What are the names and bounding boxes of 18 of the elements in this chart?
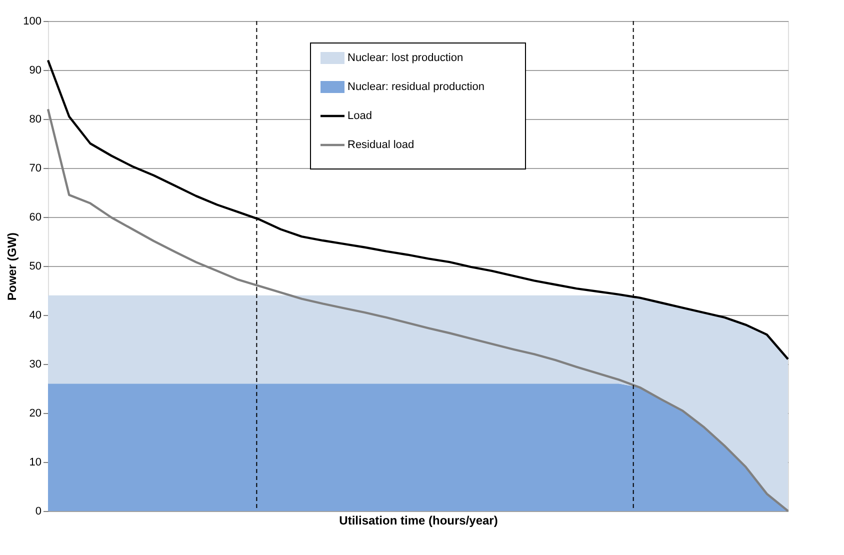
y-tick-label: 40 [29, 310, 42, 322]
x-axis-title: Utilisation time (hours/year) [339, 514, 498, 528]
legend-label: Load [348, 110, 372, 122]
legend-label: Nuclear: residual production [348, 81, 484, 93]
y-tick-label: 10 [29, 456, 42, 468]
y-tick-label: 80 [29, 114, 42, 126]
line-series [46, 108, 790, 512]
y-tick-label: 90 [29, 64, 42, 76]
y-tick-label: 20 [29, 408, 42, 420]
y-tick-label: 30 [29, 358, 42, 370]
legend-label: Nuclear: lost production [348, 52, 464, 64]
y-tick-label: 60 [29, 212, 42, 224]
y-axis-title: Power (GW) [5, 232, 20, 300]
legend-label: Residual load [348, 139, 414, 151]
y-tick-label: 100 [23, 16, 42, 28]
y-tick-label: 0 [35, 506, 42, 518]
y-tick-label: 50 [29, 260, 42, 272]
y-tick-label: 70 [29, 162, 42, 174]
